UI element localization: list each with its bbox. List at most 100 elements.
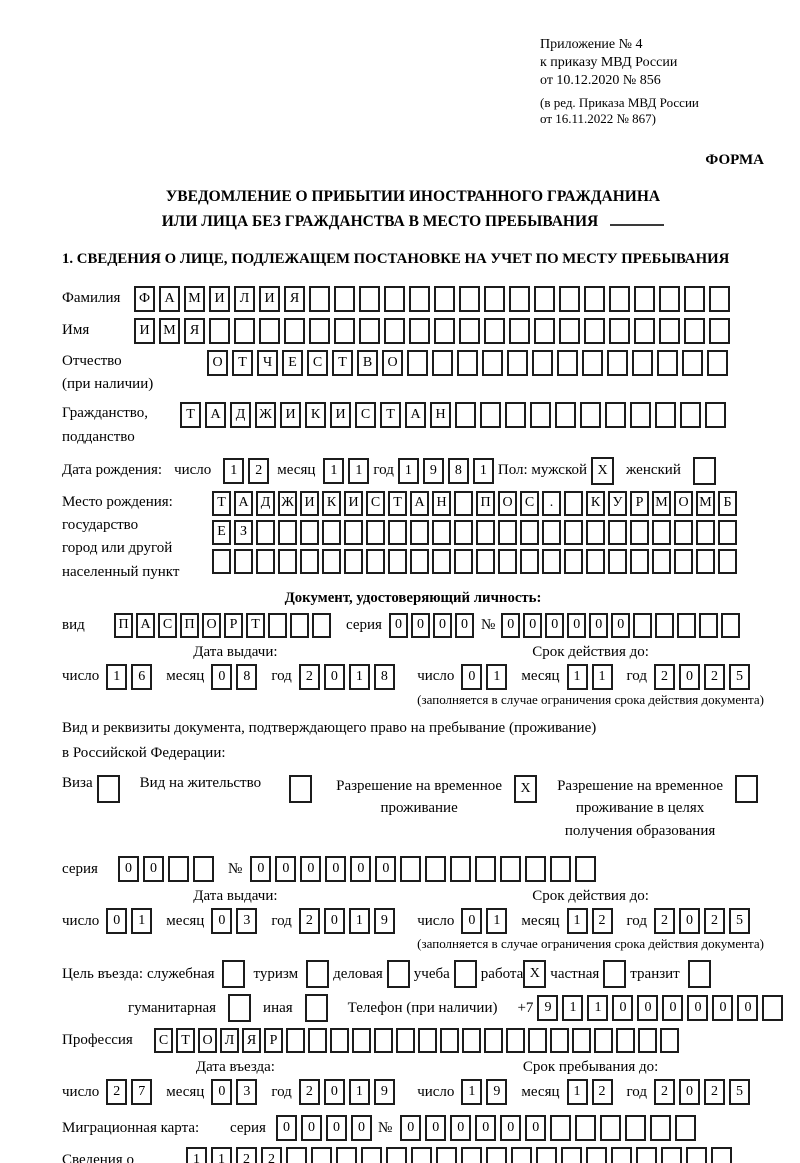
char-box: 0 (350, 1115, 372, 1142)
residence-permit-label: Вид на жительство (139, 774, 262, 791)
char-box (630, 519, 649, 545)
char-box (555, 402, 576, 429)
char-box (344, 548, 363, 574)
field-birthplace: Место рождения: государство город или др… (62, 490, 764, 584)
char-box (709, 285, 730, 312)
char-box (659, 285, 680, 312)
char-box: Е (212, 519, 231, 545)
stay-issued-heading: Дата выдачи: (193, 888, 278, 905)
year-label: год (626, 1083, 647, 1100)
char-box: М (159, 317, 180, 344)
char-box: 0 (410, 612, 430, 638)
patronymic-label: Отчество (при наличии) (62, 352, 154, 393)
char-box (498, 548, 517, 574)
day-label: число (62, 668, 100, 685)
char-box (630, 548, 649, 574)
char-box: П (114, 612, 133, 638)
char-box: С (355, 402, 376, 429)
purpose-work-label: работа (480, 965, 524, 982)
char-box: Ф (134, 285, 155, 312)
char-box (534, 317, 555, 344)
char-box (607, 349, 628, 376)
char-box: И (300, 490, 319, 516)
char-box (705, 402, 726, 429)
char-box (434, 317, 455, 344)
char-box (222, 960, 246, 989)
char-box: 0 (325, 1115, 347, 1142)
char-box: К (586, 490, 605, 516)
char-box: 0 (475, 1115, 497, 1142)
char-box (476, 548, 495, 574)
revision-line: от 16.11.2022 № 867) (540, 111, 657, 127)
char-box (616, 1028, 635, 1054)
char-box (650, 1115, 672, 1142)
char-box: 2 (106, 1079, 128, 1106)
char-box: 1 (591, 663, 613, 690)
purpose-tourism-label: туризм (253, 965, 299, 982)
char-box (289, 774, 313, 803)
char-box (609, 317, 630, 344)
char-box (511, 1147, 532, 1163)
char-box (396, 1028, 415, 1054)
char-box (564, 548, 583, 574)
year-label: год (271, 912, 292, 929)
char-box: 3 (236, 1079, 258, 1106)
char-box (652, 548, 671, 574)
char-box: М (652, 490, 671, 516)
char-box: 0 (611, 612, 631, 638)
char-box: 7 (131, 1079, 153, 1106)
char-box (721, 612, 741, 638)
char-box (652, 519, 671, 545)
char-box: 3 (236, 908, 258, 935)
char-box: М (184, 285, 205, 312)
char-box (600, 1115, 622, 1142)
char-box (384, 285, 405, 312)
char-box: Б (718, 490, 737, 516)
char-box (462, 1028, 481, 1054)
char-box (432, 349, 453, 376)
edu-residence-checkbox (735, 774, 762, 803)
char-box (234, 317, 255, 344)
char-box (586, 519, 605, 545)
char-box (584, 317, 605, 344)
purpose-transit-label: транзит (630, 965, 680, 982)
year-label: год (271, 668, 292, 685)
char-box (659, 317, 680, 344)
sex-male-checkbox: X (591, 456, 618, 485)
char-box (625, 1115, 647, 1142)
char-box (506, 1028, 525, 1054)
char-box: 0 (425, 1115, 447, 1142)
char-box (359, 317, 380, 344)
char-box (564, 490, 583, 516)
purpose-other-checkbox (304, 994, 332, 1023)
char-box (96, 774, 120, 803)
char-box (256, 519, 275, 545)
char-box: 0 (375, 856, 397, 883)
char-box (586, 548, 605, 574)
purpose-humanitarian-label: гуманитарная (128, 999, 217, 1016)
char-box: 0 (325, 856, 347, 883)
birth-year-label: год (373, 462, 394, 479)
char-box (674, 519, 693, 545)
purpose-tourism-checkbox (306, 960, 333, 989)
char-box: X (514, 774, 538, 803)
char-box (286, 1028, 305, 1054)
char-box: 0 (300, 1115, 322, 1142)
char-box (582, 349, 603, 376)
char-box: З (234, 519, 253, 545)
char-box (718, 519, 737, 545)
char-box: Т (332, 349, 353, 376)
day-label: число (417, 1083, 455, 1100)
char-box (505, 402, 526, 429)
char-box: 9 (373, 908, 395, 935)
char-box: 8 (236, 663, 258, 690)
char-box: О (198, 1028, 217, 1054)
char-box: Р (224, 612, 243, 638)
purpose-study-checkbox (453, 960, 481, 989)
